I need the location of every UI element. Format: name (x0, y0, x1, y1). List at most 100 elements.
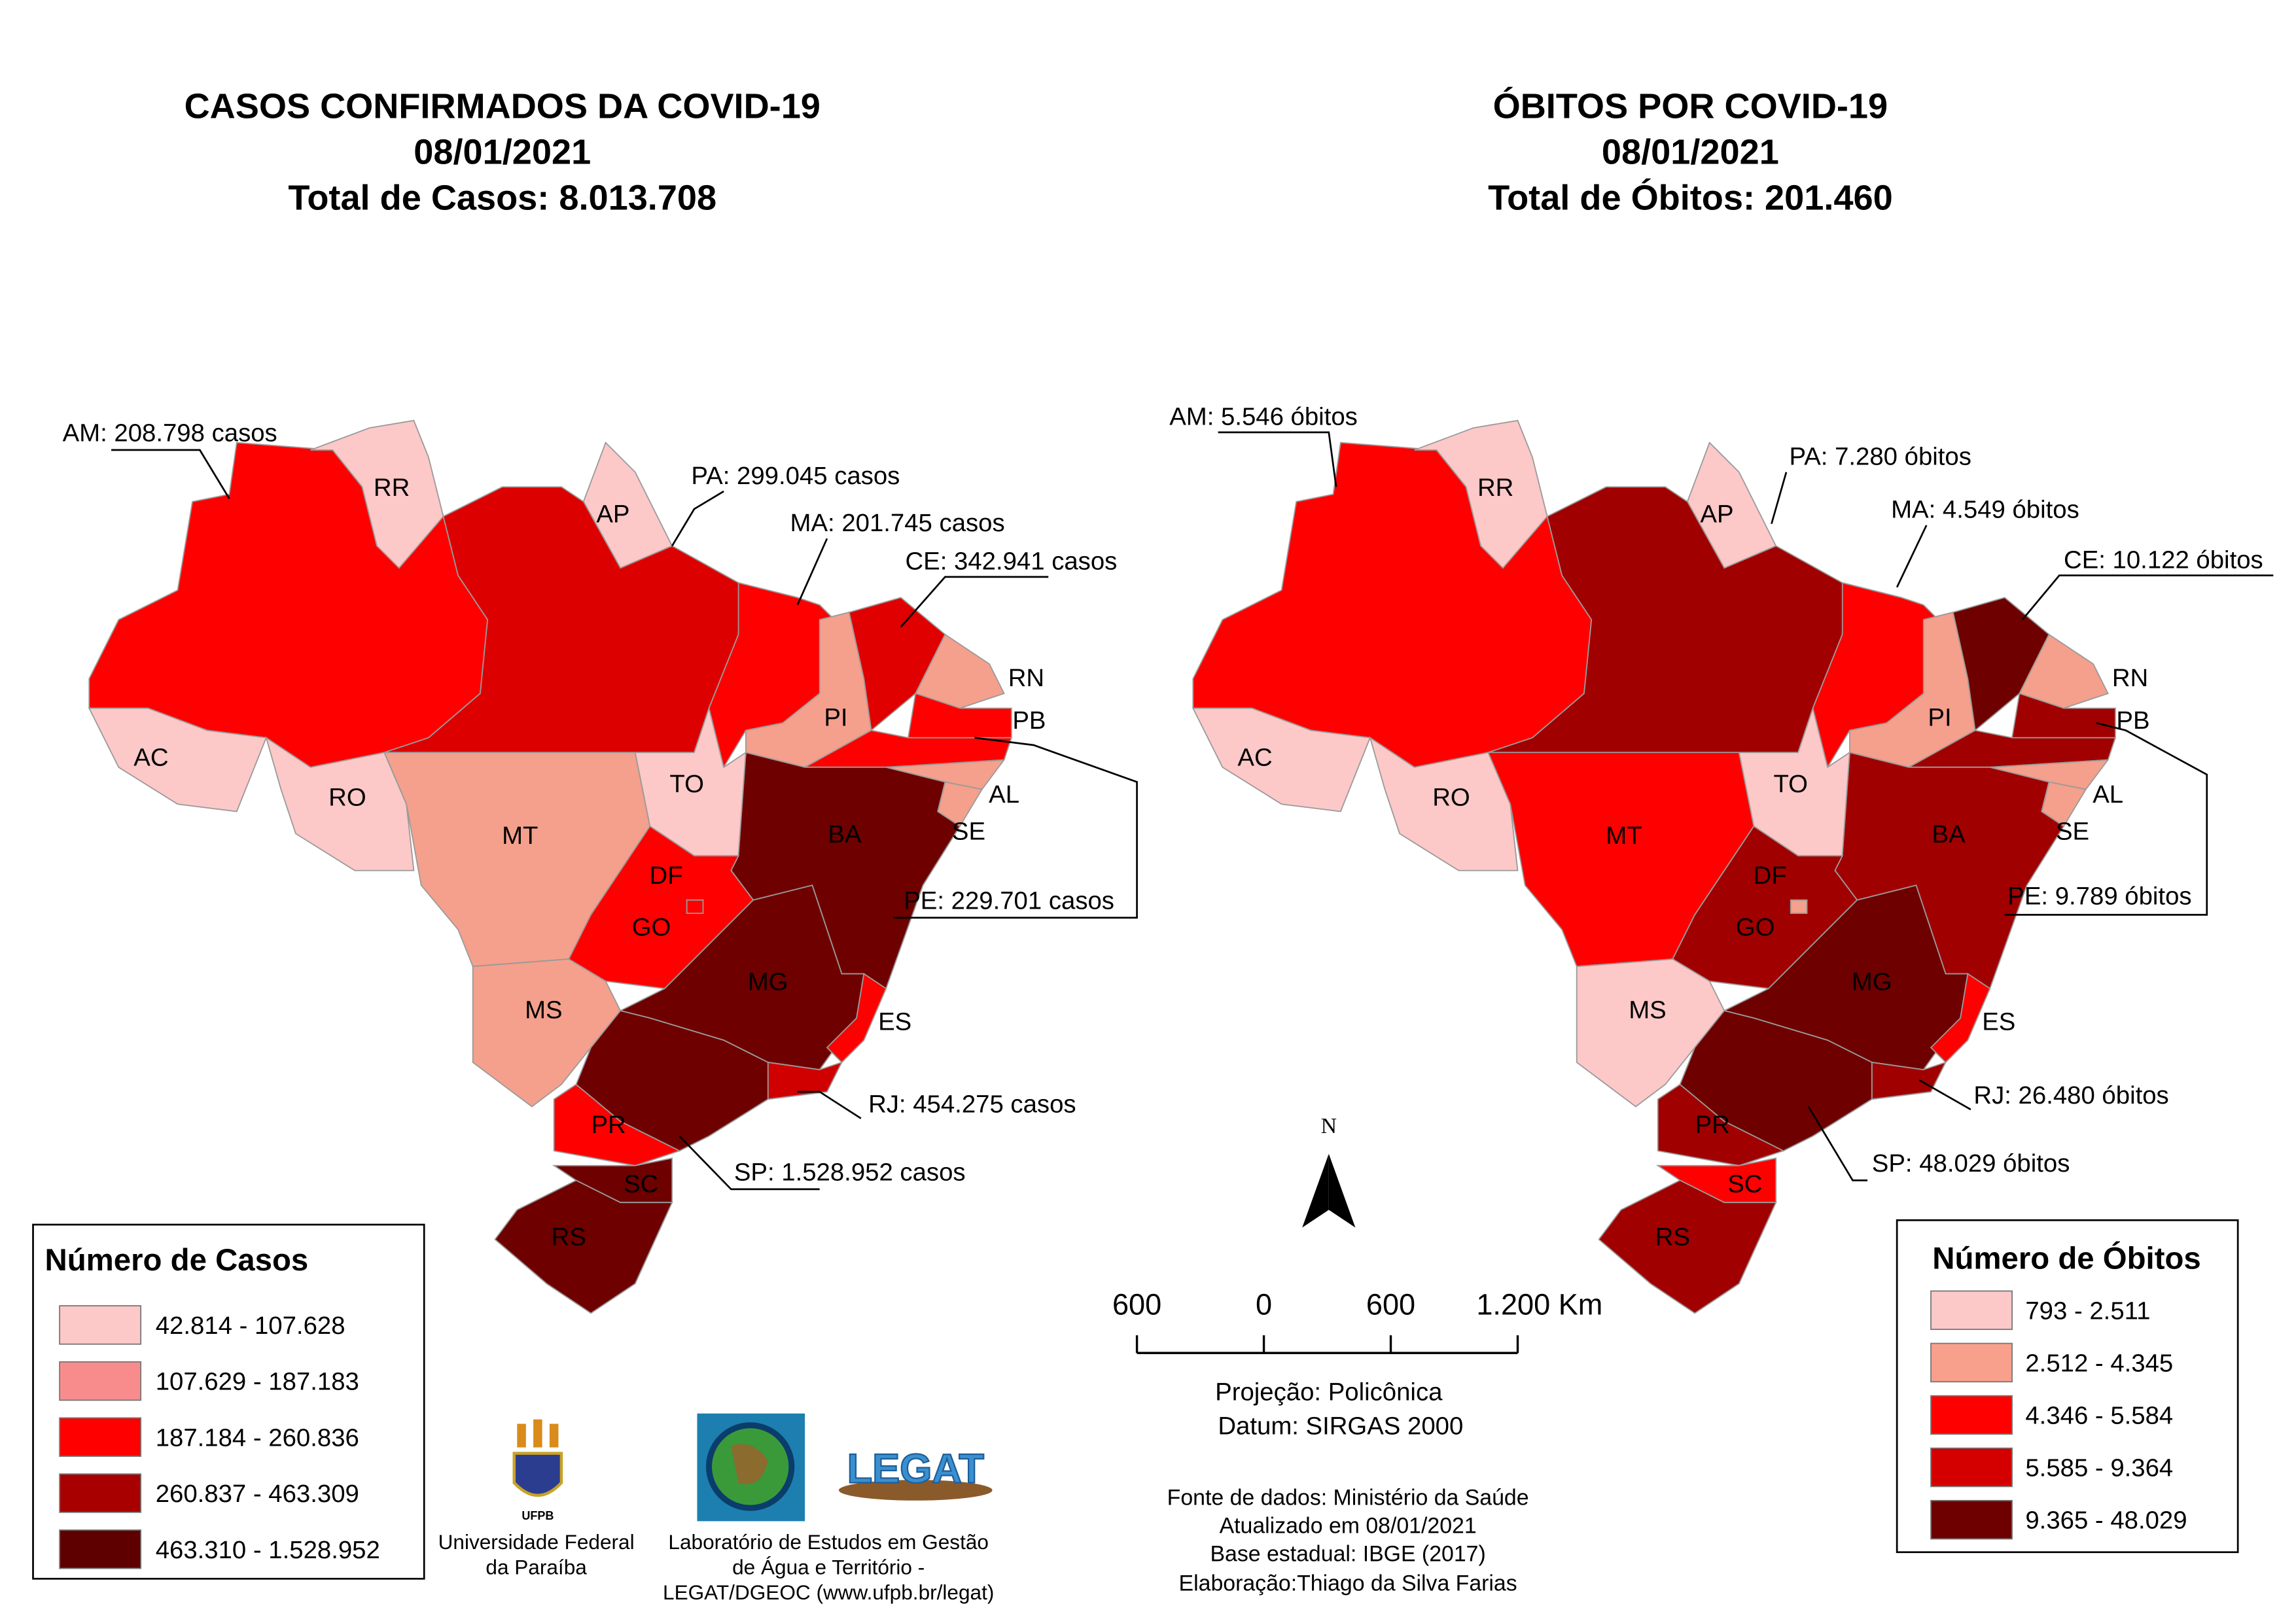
legend-swatch (59, 1417, 142, 1457)
legend-title: Número de Óbitos (1932, 1240, 2201, 1276)
source-line: Atualizado em 08/01/2021 (1220, 1513, 1477, 1538)
state-label: RO (328, 783, 366, 811)
legend-swatch (1930, 1395, 2013, 1435)
map-title: CASOS CONFIRMADOS DA COVID-19 (185, 86, 821, 126)
state-label: SC (1727, 1170, 1762, 1198)
north-arrow (1328, 1153, 1356, 1228)
legend-label: 5.585 - 9.364 (2025, 1454, 2173, 1482)
state (2019, 633, 2109, 709)
source-line: Base estadual: IBGE (2017) (1210, 1541, 1486, 1566)
legat-logo: LEGAT (838, 1446, 993, 1501)
leader-line (1896, 525, 1928, 588)
ufpb-logo-text: UFPB (521, 1509, 554, 1522)
state-label: PB (2116, 707, 2149, 735)
state (1414, 419, 1548, 569)
state (1871, 1061, 1947, 1100)
state-label: GO (1736, 913, 1775, 941)
legend-swatch (59, 1529, 142, 1569)
legend-label: 187.184 - 260.836 (156, 1423, 359, 1452)
state-label: RN (2112, 664, 2148, 692)
maps: CASOS CONFIRMADOS DA COVID-19 08/01/2021 T… (32, 86, 2274, 1580)
state-label: TO (669, 770, 704, 798)
callout: RJ: 454.275 casos (868, 1091, 1076, 1119)
state-label: AL (2093, 780, 2123, 809)
ufpb-logo: UFPB (512, 1419, 563, 1522)
state-label: AC (1237, 744, 1272, 772)
state (575, 1009, 769, 1152)
leader-line (1771, 472, 1788, 525)
state (1192, 707, 1371, 812)
source-line: Elaboração:Thiago da Silva Farias (1179, 1571, 1517, 1596)
credit-line: Universidade Federal (438, 1530, 635, 1554)
state-label: SC (624, 1170, 658, 1198)
scale-label: 600 (1366, 1288, 1415, 1321)
leader-line (679, 1135, 820, 1191)
credit-line: LEGAT/DGEOC (www.ufpb.br/legat) (663, 1580, 994, 1604)
state (310, 419, 444, 569)
legend-swatch (59, 1473, 142, 1513)
state-label: TO (1773, 770, 1808, 798)
state-label: RS (1655, 1223, 1690, 1251)
map-date: 08/01/2021 (414, 132, 591, 171)
map-total: Total de Casos: 8.013.708 (288, 178, 716, 217)
legend-swatch (1930, 1447, 2013, 1488)
callout: PA: 7.280 óbitos (1789, 442, 1971, 470)
legend-swatch (59, 1305, 142, 1345)
state (1679, 1009, 1873, 1152)
state (914, 633, 1005, 709)
legend-swatch (59, 1361, 142, 1401)
state-label: PI (1928, 704, 1951, 732)
state (1598, 1179, 1777, 1314)
callout: SP: 1.528.952 casos (734, 1158, 966, 1186)
scale-label: 600 (1112, 1288, 1161, 1321)
state-label: AL (989, 780, 1019, 809)
callout: CE: 342.941 casos (905, 548, 1117, 576)
map-title: ÓBITOS POR COVID-19 (1493, 86, 1888, 126)
projection: Projeção: Policônica (1215, 1378, 1443, 1406)
scale-bar (1135, 1335, 1519, 1354)
leader-line (671, 490, 724, 547)
state-label: RO (1432, 783, 1470, 811)
leader-line (900, 576, 1049, 628)
legend-swatch (1930, 1290, 2013, 1331)
leader-line (893, 737, 1138, 919)
state-label: RR (374, 474, 410, 502)
callout: PA: 299.045 casos (691, 462, 900, 490)
leader-line (1918, 1079, 1971, 1111)
north-arrow (1302, 1153, 1329, 1228)
state-label: PI (824, 704, 847, 732)
leader-line (2021, 574, 2274, 621)
callout: MA: 201.745 casos (790, 509, 1005, 537)
state-label: MS (1629, 996, 1666, 1024)
map-total: Total de Óbitos: 201.460 (1488, 178, 1893, 217)
leader-line (2004, 722, 2208, 916)
leader-line (1807, 1106, 1868, 1181)
legend-label: 4.346 - 5.584 (2025, 1402, 2173, 1430)
state-label: PR (1695, 1111, 1730, 1139)
credit-line: de Água e Território - (732, 1556, 925, 1579)
legend-swatch (1930, 1499, 2013, 1540)
callout: CE: 10.122 óbitos (2064, 546, 2263, 574)
callout: AM: 208.798 casos (63, 419, 277, 447)
callout: PE: 229.701 casos (904, 886, 1114, 915)
state-label: MT (502, 822, 538, 850)
map: ÓBITOS POR COVID-19 08/01/2021 Total de Ób… (1169, 86, 2274, 1554)
state-label: PR (592, 1111, 626, 1139)
credit-line: Laboratório de Estudos em Gestão (668, 1530, 989, 1554)
state-label: AP (596, 500, 629, 528)
state-label: SE (952, 817, 985, 845)
leader-line (111, 449, 230, 500)
state-label: ES (1982, 1007, 2015, 1036)
north-label: N (1321, 1114, 1337, 1138)
state-label: DF (650, 862, 683, 890)
legat-logo-text: LEGAT (847, 1446, 984, 1492)
dgeoc-logo (697, 1413, 805, 1522)
leader-line (797, 1091, 862, 1119)
legend-label: 2.512 - 4.345 (2025, 1349, 2173, 1377)
state-label: DF (1754, 862, 1787, 890)
state (686, 899, 704, 915)
datum: Datum: SIRGAS 2000 (1218, 1412, 1463, 1440)
